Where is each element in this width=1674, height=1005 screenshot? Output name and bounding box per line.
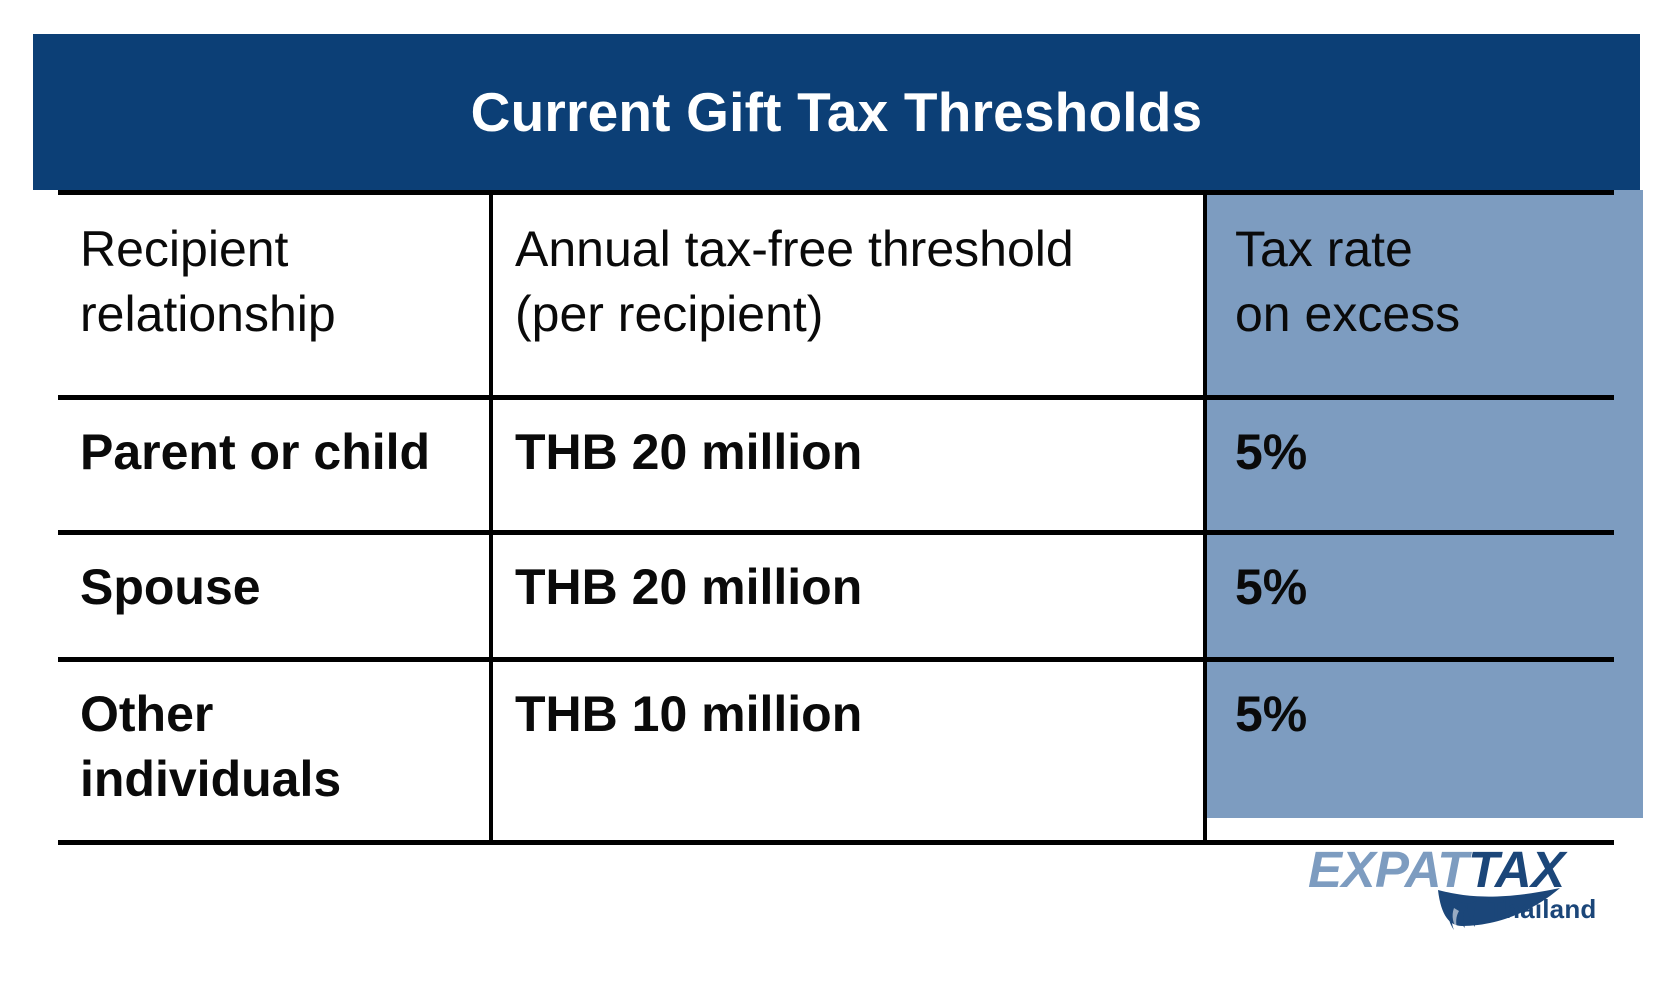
header-recipient-line2: relationship [80,286,336,342]
cell-tax-rate: 5% [1205,395,1614,533]
page-title: Current Gift Tax Thresholds [470,80,1203,143]
gift-tax-table: Recipient relationship Annual tax-free t… [58,190,1614,845]
header-cell-recipient-relationship: Recipient relationship [58,190,493,398]
threshold-value: THB 20 million [515,424,863,480]
cell-recipient: Spouse [58,530,493,660]
logo-tagline: Thailand [1488,894,1597,924]
header-cell-annual-threshold: Annual tax-free threshold (per recipient… [491,190,1207,398]
cell-tax-rate: 5% [1205,657,1614,845]
threshold-value: THB 20 million [515,559,863,615]
recipient-value: Parent or child [80,424,431,480]
flame-swoosh-icon [1438,888,1560,931]
logo-wordmark: EXPATTAX [1308,844,1565,895]
recipient-value: Spouse [80,559,261,615]
table-row: Parent or child THB 20 million 5% [58,395,1614,533]
logo-expat-text: EXPAT [1308,841,1468,898]
table-row: Spouse THB 20 million 5% [58,530,1614,660]
cell-tax-rate: 5% [1205,530,1614,660]
table-row: Other individuals THB 10 million 5% [58,657,1614,845]
tax-rate-value: 5% [1235,424,1308,480]
tax-rate-value: 5% [1235,686,1308,742]
cell-recipient: Parent or child [58,395,493,533]
table-header-row: Recipient relationship Annual tax-free t… [58,190,1614,398]
expattax-thailand-logo: EXPATTAX Thailand [1308,844,1628,956]
threshold-value: THB 10 million [515,686,863,742]
cell-threshold: THB 10 million [491,657,1207,845]
header-threshold-line2: (per recipient) [515,286,824,342]
cell-recipient: Other individuals [58,657,493,845]
recipient-value: Other individuals [58,662,489,812]
cell-threshold: THB 20 million [491,530,1207,660]
header-threshold-line1: Annual tax-free threshold [515,221,1074,277]
gift-tax-table-wrapper: Recipient relationship Annual tax-free t… [58,190,1614,845]
recipient-line2: individuals [80,751,342,807]
header-rate-line1: Tax rate [1235,221,1413,277]
cell-threshold: THB 20 million [491,395,1207,533]
title-banner: Current Gift Tax Thresholds [33,34,1640,190]
header-rate-line2: on excess [1235,286,1461,342]
header-cell-tax-rate: Tax rate on excess [1205,190,1614,398]
logo-tax-text: TAX [1467,841,1565,898]
header-recipient-line1: Recipient [80,221,289,277]
recipient-line1: Other [80,686,214,742]
tax-rate-value: 5% [1235,559,1308,615]
